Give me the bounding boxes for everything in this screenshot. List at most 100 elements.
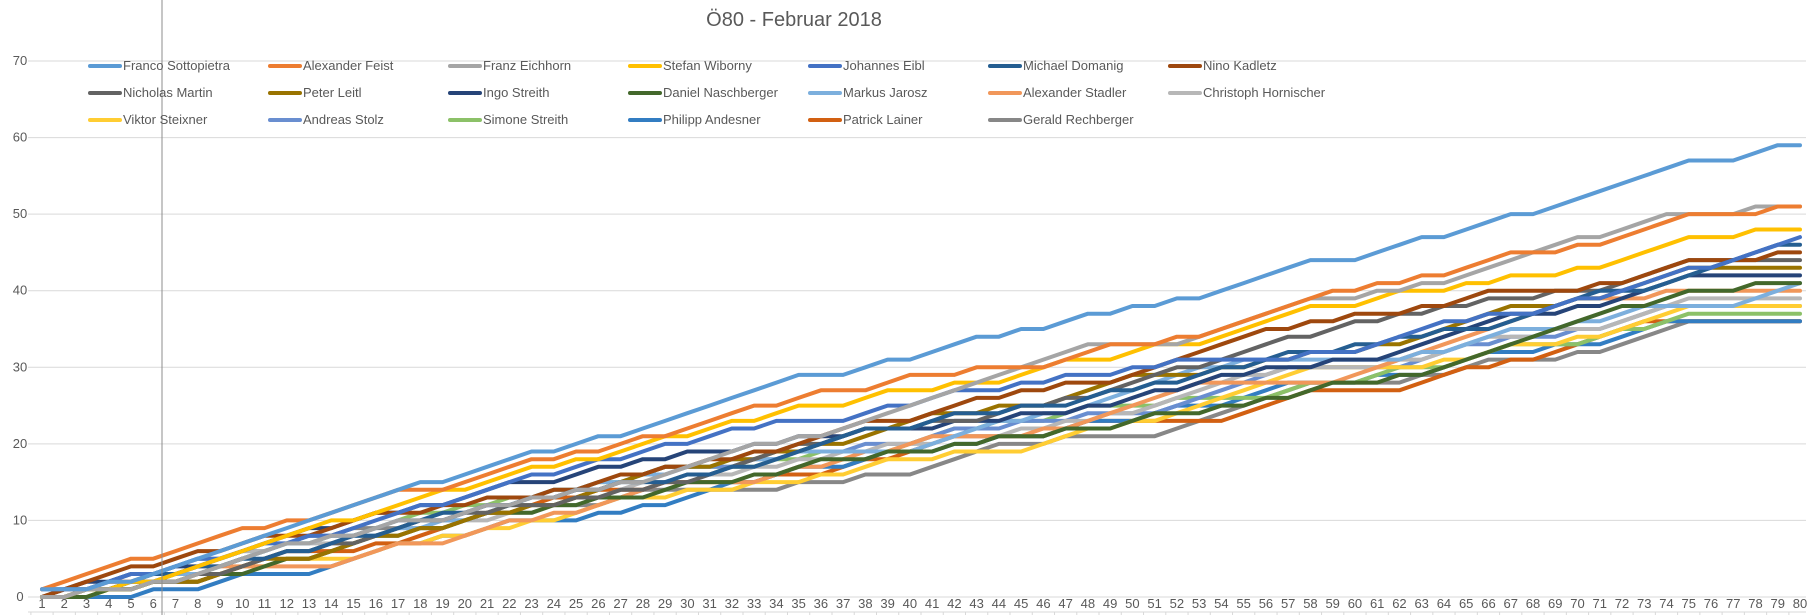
x-tick-label: 37: [836, 596, 850, 611]
y-tick-label: 50: [13, 206, 27, 221]
x-tick-label: 28: [636, 596, 650, 611]
legend-label: Johannes Eibl: [843, 58, 925, 73]
x-tick-label: 17: [391, 596, 405, 611]
legend-label: Markus Jarosz: [843, 85, 928, 100]
x-tick-label: 48: [1081, 596, 1095, 611]
x-tick-label: 57: [1281, 596, 1295, 611]
x-tick-label: 43: [969, 596, 983, 611]
x-tick-label: 42: [947, 596, 961, 611]
x-tick-label: 61: [1370, 596, 1384, 611]
x-tick-label: 19: [435, 596, 449, 611]
chart-title: Ö80 - Februar 2018: [706, 9, 882, 31]
x-tick-label: 70: [1570, 596, 1584, 611]
y-tick-label: 20: [13, 436, 27, 451]
y-tick-label: 40: [13, 283, 27, 298]
x-tick-label: 67: [1503, 596, 1517, 611]
x-tick-label: 45: [1014, 596, 1028, 611]
x-tick-label: 58: [1303, 596, 1317, 611]
legend-label: Andreas Stolz: [303, 112, 384, 127]
x-tick-label: 14: [324, 596, 338, 611]
x-tick-label: 10: [235, 596, 249, 611]
x-tick-label: 12: [280, 596, 294, 611]
legend-label: Simone Streith: [483, 112, 568, 127]
x-tick-label: 2: [61, 596, 68, 611]
x-tick-label: 66: [1481, 596, 1495, 611]
x-tick-label: 68: [1526, 596, 1540, 611]
x-tick-label: 47: [1058, 596, 1072, 611]
series-line: [40, 143, 1802, 592]
x-tick-label: 44: [992, 596, 1006, 611]
x-tick-label: 7: [172, 596, 179, 611]
x-tick-label: 77: [1726, 596, 1740, 611]
x-tick-label: 80: [1793, 596, 1807, 611]
x-tick-label: 59: [1325, 596, 1339, 611]
x-tick-label: 38: [858, 596, 872, 611]
legend-label: Ingo Streith: [483, 85, 550, 100]
x-tick-label: 5: [127, 596, 134, 611]
legend-label: Patrick Lainer: [843, 112, 923, 127]
legend-label: Alexander Feist: [303, 58, 394, 73]
legend: Franco Sottopietra Alexander Feist Franz E…: [88, 58, 1326, 127]
x-tick-label: 1: [38, 596, 45, 611]
x-tick-label: 27: [613, 596, 627, 611]
y-tick-label: 30: [13, 359, 27, 374]
x-tick-label: 33: [747, 596, 761, 611]
x-axis-ticks: 1 2 3 4 5 6 7 8 9 10 11 12 13 14 15 16 17 18 19 20 21 22 23 24 2…: [28, 596, 1807, 615]
legend-label: Nicholas Martin: [123, 85, 213, 100]
legend-label: Philipp Andesner: [663, 112, 761, 127]
x-tick-label: 69: [1548, 596, 1562, 611]
legend-label: Viktor Steixner: [123, 112, 208, 127]
x-tick-label: 79: [1771, 596, 1785, 611]
x-tick-label: 3: [83, 596, 90, 611]
x-tick-label: 56: [1259, 596, 1273, 611]
x-tick-label: 25: [569, 596, 583, 611]
x-tick-label: 15: [346, 596, 360, 611]
x-tick-label: 60: [1348, 596, 1362, 611]
x-tick-label: 53: [1192, 596, 1206, 611]
x-tick-label: 8: [194, 596, 201, 611]
legend-label: Stefan Wiborny: [663, 58, 752, 73]
x-tick-label: 18: [413, 596, 427, 611]
y-tick-label: 0: [16, 589, 23, 604]
series-line: [40, 242, 1802, 599]
x-tick-label: 72: [1615, 596, 1629, 611]
x-tick-label: 78: [1748, 596, 1762, 611]
x-tick-label: 31: [702, 596, 716, 611]
x-tick-label: 29: [658, 596, 672, 611]
y-tick-label: 60: [13, 130, 27, 145]
x-tick-label: 16: [369, 596, 383, 611]
x-tick-label: 49: [1103, 596, 1117, 611]
x-tick-label: 30: [680, 596, 694, 611]
x-tick-label: 26: [591, 596, 605, 611]
x-tick-label: 11: [258, 596, 272, 611]
x-tick-label: 34: [769, 596, 783, 611]
x-tick-label: 6: [150, 596, 157, 611]
series-lines: [40, 143, 1802, 599]
series-line: [40, 204, 1802, 599]
x-tick-label: 32: [725, 596, 739, 611]
series-line: [40, 250, 1802, 599]
x-tick-label: 65: [1459, 596, 1473, 611]
x-tick-label: 23: [524, 596, 538, 611]
x-tick-label: 73: [1637, 596, 1651, 611]
x-tick-label: 40: [903, 596, 917, 611]
x-tick-label: 51: [1147, 596, 1161, 611]
legend-label: Christoph Hornischer: [1203, 85, 1326, 100]
legend-label: Michael Domanig: [1023, 58, 1123, 73]
legend-label: Franco Sottopietra: [123, 58, 231, 73]
x-tick-label: 24: [547, 596, 561, 611]
x-tick-label: 22: [502, 596, 516, 611]
x-tick-label: 20: [458, 596, 472, 611]
x-tick-label: 13: [302, 596, 316, 611]
legend-label: Daniel Naschberger: [663, 85, 779, 100]
x-tick-label: 50: [1125, 596, 1139, 611]
x-tick-label: 39: [880, 596, 894, 611]
y-axis-ticks: 0 10 20 30 40 50 60 70: [13, 53, 27, 604]
x-tick-label: 4: [105, 596, 112, 611]
legend-label: Peter Leitl: [303, 85, 362, 100]
x-tick-label: 75: [1681, 596, 1695, 611]
x-tick-label: 71: [1592, 596, 1606, 611]
x-tick-label: 76: [1704, 596, 1718, 611]
x-tick-label: 62: [1392, 596, 1406, 611]
